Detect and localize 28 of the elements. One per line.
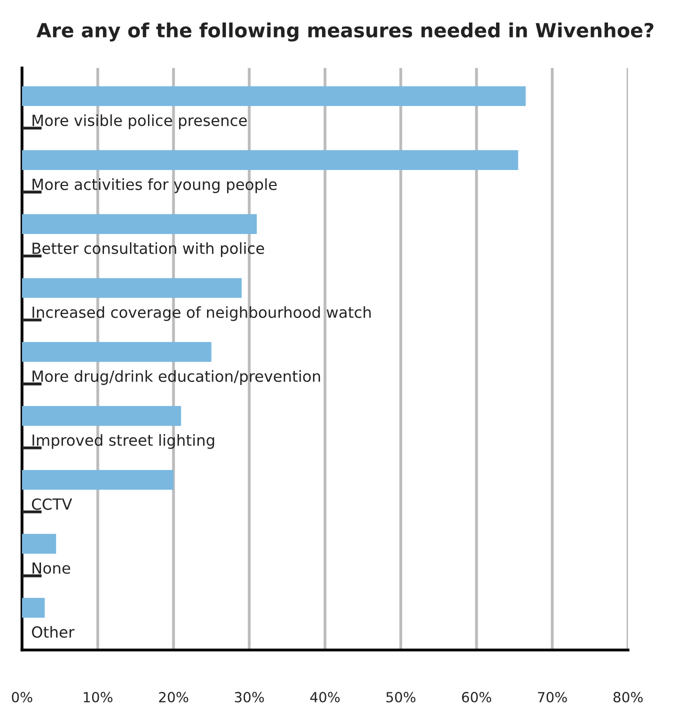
bar xyxy=(22,406,182,426)
chart-title: Are any of the following measures needed in Wivenhoe? xyxy=(36,22,654,42)
x-tick-label: 50% xyxy=(386,692,416,702)
bar xyxy=(22,278,242,298)
y-tick-label: None xyxy=(32,562,70,574)
y-tick-label: CCTV xyxy=(32,498,72,510)
y-tick-label: More visible police presence xyxy=(32,114,247,130)
x-tick-label: 0% xyxy=(12,692,32,702)
bar xyxy=(22,342,212,362)
x-tick-label: 80% xyxy=(614,692,643,702)
bar xyxy=(22,470,174,490)
bar xyxy=(22,86,526,106)
y-tick-label: More activities for young people xyxy=(32,178,277,194)
bar xyxy=(22,214,257,234)
bar xyxy=(22,150,518,170)
y-tick-label: Increased coverage of neighbourhood watch xyxy=(32,306,371,321)
y-tick-label: Better consultation with police xyxy=(32,242,264,258)
bar xyxy=(22,598,45,618)
x-tick-label: 70% xyxy=(538,692,567,702)
x-tick-label: 30% xyxy=(234,692,264,702)
y-tick-label: Improved street lighting xyxy=(32,434,214,449)
bar xyxy=(22,534,56,554)
x-tick-label: 60% xyxy=(462,692,492,702)
y-tick-label: More drug/drink education/prevention xyxy=(32,370,320,385)
x-tick-label: 20% xyxy=(159,692,188,702)
y-tick-label: Other xyxy=(32,626,74,638)
x-tick-label: 10% xyxy=(84,692,112,702)
x-tick-label: 40% xyxy=(310,692,340,702)
